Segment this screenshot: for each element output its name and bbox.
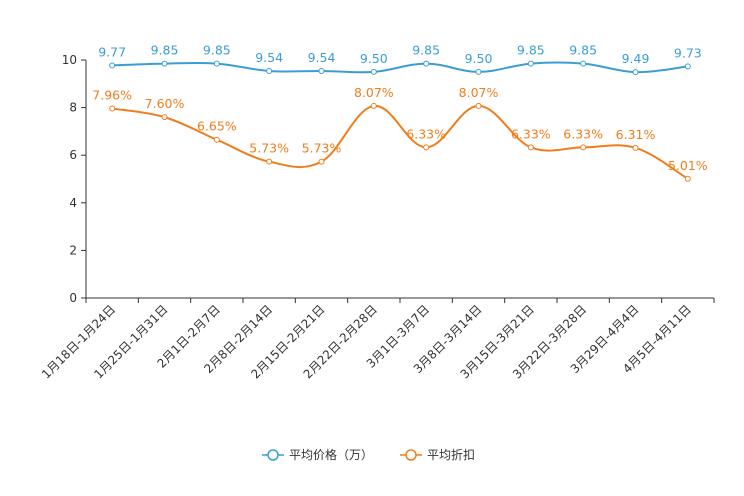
data-point[interactable] [213,60,220,67]
data-point[interactable] [423,144,430,151]
legend-label: 平均折扣 [427,447,475,462]
data-point[interactable] [527,60,534,67]
data-label: 9.85 [517,43,545,58]
axes: 02468101月18日-1月24日1月25日-1月31日2月1日-2月7日2月… [39,53,715,382]
data-label: 5.73% [249,141,289,156]
data-point[interactable] [580,144,587,151]
series-1: 9.77 9.85 9.85 9.54 9.54 9.50 9.85 9.50 9.85 9.85… [98,43,702,76]
data-point[interactable] [109,105,116,112]
data-label: 9.85 [569,43,597,58]
y-tick-label: 4 [69,196,77,210]
data-label: 6.33% [563,126,603,141]
y-tick-label: 2 [69,243,77,257]
data-point[interactable] [266,158,273,165]
data-point[interactable] [318,67,325,74]
data-point[interactable] [632,144,639,151]
data-label: 9.54 [308,50,336,65]
data-point[interactable] [109,62,116,69]
data-point[interactable] [527,144,534,151]
data-point[interactable] [423,60,430,67]
data-point[interactable] [213,136,220,143]
data-label: 9.73 [674,45,702,60]
legend-item-2[interactable]: 平均折扣 [400,447,475,462]
data-point[interactable] [684,63,691,70]
data-point[interactable] [318,158,325,165]
legend-circle-icon [267,449,279,461]
data-point[interactable] [370,68,377,75]
series-layer: 9.77 9.85 9.85 9.54 9.54 9.50 9.85 9.50 9.85 9.85… [92,43,708,182]
data-point[interactable] [580,60,587,67]
data-point[interactable] [161,60,168,67]
data-label: 6.65% [197,119,237,134]
data-point[interactable] [161,114,168,121]
data-label: 9.49 [622,51,650,66]
data-label: 5.73% [302,141,342,156]
data-point[interactable] [266,67,273,74]
y-tick-label: 0 [69,291,77,305]
data-label: 9.85 [151,43,179,58]
legend-item-1[interactable]: 平均价格（万） [262,447,373,462]
data-point[interactable] [475,102,482,109]
legend[interactable]: 平均价格（万） 平均折扣 [262,447,475,462]
data-label: 5.01% [668,158,708,173]
data-label: 6.33% [406,126,446,141]
series-line [112,61,688,74]
data-label: 8.07% [459,85,499,100]
legend-circle-icon [405,449,417,461]
data-label: 9.85 [412,43,440,58]
data-label: 9.50 [360,51,388,66]
data-label: 9.77 [98,44,126,59]
series-2: 7.96% 7.60% 6.65% 5.73% 5.73% 8.07% 6.33% 8.07%… [92,85,708,182]
y-tick-label: 10 [62,53,77,67]
data-label: 7.60% [145,96,185,111]
data-point[interactable] [632,69,639,76]
series-line [112,104,689,180]
data-label: 9.85 [203,43,231,58]
data-label: 9.54 [255,50,283,65]
y-tick-label: 8 [69,101,77,115]
data-label: 7.96% [92,88,132,103]
data-point[interactable] [684,175,691,182]
data-point[interactable] [370,102,377,109]
data-label: 6.33% [511,126,551,141]
data-label: 9.50 [465,51,493,66]
data-label: 8.07% [354,85,394,100]
y-tick-label: 6 [69,148,77,162]
legend-label: 平均价格（万） [289,447,373,462]
data-label: 6.31% [616,127,656,142]
data-point[interactable] [475,68,482,75]
